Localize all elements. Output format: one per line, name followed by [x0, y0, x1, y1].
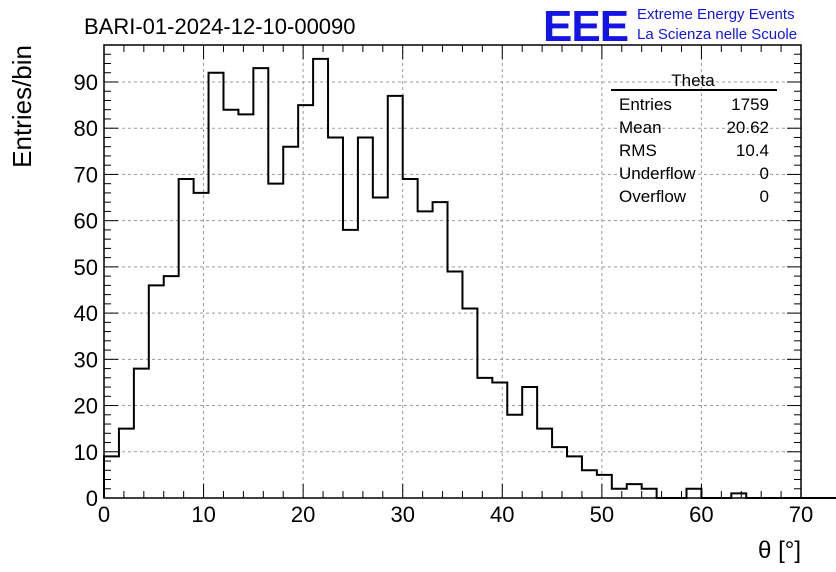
stats-label-entries: Entries [619, 95, 672, 114]
y-tick-label: 50 [74, 255, 98, 280]
y-tick-label: 80 [74, 116, 98, 141]
y-axis-label: Entries/bin [7, 45, 37, 168]
x-tick-label: 50 [590, 502, 614, 527]
x-tick-labels: 0 10 20 30 40 50 60 70 [98, 502, 813, 527]
logo-subtitle-line1: Extreme Energy Events [637, 6, 795, 23]
y-tick-label: 90 [74, 70, 98, 95]
y-tick-label: 40 [74, 301, 98, 326]
x-axis-label: θ [°] [758, 537, 801, 564]
y-tick-label: 70 [74, 162, 98, 187]
stats-value-overflow: 0 [760, 187, 769, 206]
y-tick-label: 10 [74, 440, 98, 465]
x-tick-label: 70 [789, 502, 813, 527]
y-tick-label: 0 [86, 486, 98, 511]
stats-value-mean: 20.62 [726, 118, 769, 137]
plot-frame [103, 44, 802, 499]
stats-box: Theta Entries 1759 Mean 20.62 RMS 10.4 Underfl… [611, 71, 777, 206]
x-tick-label: 0 [98, 502, 110, 527]
stats-value-rms: 10.4 [736, 141, 769, 160]
y-tick-label: 30 [74, 347, 98, 372]
stats-label-rms: RMS [619, 141, 657, 160]
grid-lines [104, 45, 801, 498]
logo-subtitle-line2: La Scienza nelle Scuole [637, 26, 797, 43]
stats-value-underflow: 0 [760, 164, 769, 183]
eee-logo: EEE [543, 2, 628, 51]
stats-label-underflow: Underflow [619, 164, 696, 183]
x-tick-label: 40 [490, 502, 514, 527]
x-tick-label: 30 [390, 502, 414, 527]
x-tick-label: 10 [191, 502, 215, 527]
x-tick-label: 60 [689, 502, 713, 527]
stats-label-overflow: Overflow [619, 187, 687, 206]
stats-value-entries: 1759 [731, 95, 769, 114]
y-tick-label: 60 [74, 209, 98, 234]
x-tick-label: 20 [291, 502, 315, 527]
stats-label-mean: Mean [619, 118, 662, 137]
y-tick-labels: 0 10 20 30 40 50 60 70 80 90 [74, 70, 98, 511]
y-tick-label: 20 [74, 394, 98, 419]
stats-title: Theta [671, 71, 715, 90]
chart-title: BARI-01-2024-12-10-00090 [84, 14, 356, 39]
